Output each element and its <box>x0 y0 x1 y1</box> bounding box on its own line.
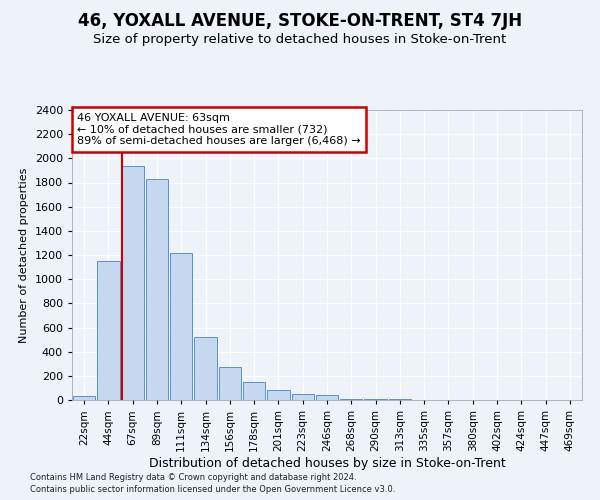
Bar <box>340 399 362 400</box>
Bar <box>218 368 241 400</box>
Bar <box>122 166 144 400</box>
Bar <box>73 396 95 400</box>
Bar <box>267 390 290 400</box>
Bar <box>316 395 338 400</box>
Text: Size of property relative to detached houses in Stoke-on-Trent: Size of property relative to detached ho… <box>94 32 506 46</box>
Text: 46, YOXALL AVENUE, STOKE-ON-TRENT, ST4 7JH: 46, YOXALL AVENUE, STOKE-ON-TRENT, ST4 7… <box>78 12 522 30</box>
Text: 46 YOXALL AVENUE: 63sqm
← 10% of detached houses are smaller (732)
89% of semi-d: 46 YOXALL AVENUE: 63sqm ← 10% of detache… <box>77 113 361 146</box>
Bar <box>170 252 193 400</box>
Y-axis label: Number of detached properties: Number of detached properties <box>19 168 29 342</box>
Bar <box>292 394 314 400</box>
Text: Contains HM Land Registry data © Crown copyright and database right 2024.: Contains HM Land Registry data © Crown c… <box>30 472 356 482</box>
Bar <box>243 382 265 400</box>
X-axis label: Distribution of detached houses by size in Stoke-on-Trent: Distribution of detached houses by size … <box>149 456 505 469</box>
Bar <box>97 261 119 400</box>
Text: Contains public sector information licensed under the Open Government Licence v3: Contains public sector information licen… <box>30 485 395 494</box>
Bar <box>194 337 217 400</box>
Bar <box>146 179 168 400</box>
